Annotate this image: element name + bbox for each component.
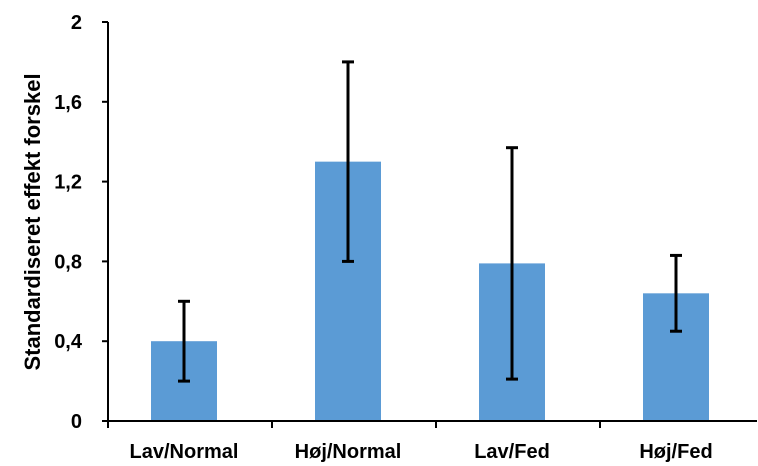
y-tick-label: 1,6 [54,92,82,114]
bars-group [151,161,709,421]
x-tick-label-lav-fed: Lav/Fed [474,441,550,463]
y-tick-label: 0,8 [54,251,82,273]
x-tick-label-lav-normal: Lav/Normal [130,441,239,463]
y-tick-label: 0,4 [54,331,83,353]
y-tick-label: 1,2 [54,172,82,194]
error-bars-group [178,60,682,383]
x-ticks-group: Lav/Normal Høj/Normal Lav/Fed Høj/Fed [107,421,713,463]
x-tick-label-hoj-normal: Høj/Normal [295,441,402,463]
y-axis-title: Standardiseret effekt forskel [20,73,45,370]
y-tick-label: 2 [71,12,82,34]
x-tick-label-hoj-fed: Høj/Fed [639,441,712,463]
y-ticks-group: 0 0,4 0,8 1,2 1,6 2 [54,12,108,433]
y-tick-label: 0 [71,411,82,433]
